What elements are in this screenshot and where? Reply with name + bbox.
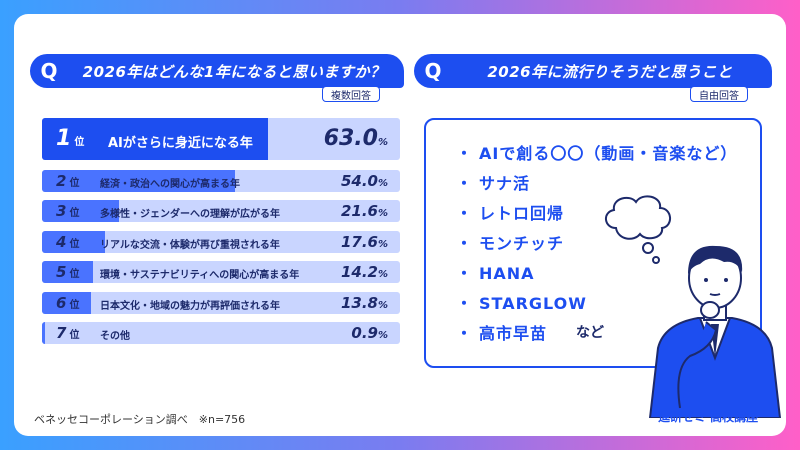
answer-text: モンチッチ xyxy=(479,234,565,253)
bar xyxy=(42,200,120,222)
answers-box: ・ AIで創る〇〇（動画・音楽など） ・サナ活 ・レトロ回帰 ・モンチッチ ・ HA… xyxy=(424,118,762,368)
bar xyxy=(42,118,268,160)
category-label: 多様性・ジェンダーへの理解が広がる年 xyxy=(100,209,280,220)
right-question-header: Q 2026年に流行りそうだと思うこと xyxy=(414,54,772,88)
answer-text: 高市早苗 xyxy=(479,324,548,343)
value-label: 21.6% xyxy=(340,202,388,220)
category-label: AIがさらに身近になる年 xyxy=(108,136,253,151)
brand-logo: 進研ゼミ 高校講座 xyxy=(658,410,759,424)
right-q-mark: Q xyxy=(424,59,442,83)
category-label: 経済・政治への関心が高まる年 xyxy=(100,179,240,190)
bar-track xyxy=(42,231,400,253)
bar xyxy=(42,231,105,253)
bar xyxy=(42,261,93,283)
category-label: 環境・サステナビリティへの関心が高まる年 xyxy=(100,270,300,281)
left-q-mark: Q xyxy=(40,59,58,83)
left-question-header: Q 2026年はどんな1年になると思いますか？ xyxy=(30,54,404,88)
bar xyxy=(42,322,46,344)
answer-item: ・高市早苗 xyxy=(456,324,548,343)
answer-text: サナ活 xyxy=(479,174,531,193)
bar xyxy=(42,292,92,314)
answer-item: ・レトロ回帰 xyxy=(456,204,565,223)
value-label: 54.0% xyxy=(340,172,388,190)
answer-item: ・モンチッチ xyxy=(456,234,565,253)
answer-text: レトロ回帰 xyxy=(479,204,565,223)
etc-label: など xyxy=(576,325,604,341)
value-label: 0.9% xyxy=(351,324,388,342)
bar-track xyxy=(42,292,400,314)
bar-track xyxy=(42,322,400,344)
category-label: その他 xyxy=(100,331,130,342)
bar-track xyxy=(42,261,400,283)
right-question-text: 2026年に流行りそうだと思うこと xyxy=(487,62,733,81)
left-answer-type-tag: 複数回答 xyxy=(322,86,380,102)
answer-item: ・サナ活 xyxy=(456,174,531,193)
value-label: 14.2% xyxy=(340,263,388,281)
category-label: リアルな交流・体験が再び重視される年 xyxy=(100,240,280,251)
answer-text: HANA xyxy=(479,264,535,283)
value-label: 17.6% xyxy=(340,233,388,251)
answer-text: STARGLOW xyxy=(479,294,587,313)
answer-item: ・ HANA xyxy=(456,264,535,283)
answer-text: AIで創る〇〇（動画・音楽など） xyxy=(479,144,738,163)
answer-item: ・ STARGLOW xyxy=(456,294,587,313)
right-answer-type-tag: 自由回答 xyxy=(690,86,748,102)
value-label: 63.0% xyxy=(323,126,388,151)
left-question-text: 2026年はどんな1年になると思いますか？ xyxy=(82,62,386,81)
value-label: 13.8% xyxy=(340,294,388,312)
thought-bubble-icon xyxy=(605,195,671,264)
bar-track xyxy=(42,200,400,222)
bar xyxy=(42,170,236,192)
thinking-person-illustration xyxy=(648,245,782,418)
category-label: 日本文化・地域の魅力が再評価される年 xyxy=(100,301,280,312)
answer-item: ・ AIで創る〇〇（動画・音楽など） xyxy=(456,144,738,163)
source-note: ベネッセコーポレーション調べ ※n=756 xyxy=(34,413,246,426)
